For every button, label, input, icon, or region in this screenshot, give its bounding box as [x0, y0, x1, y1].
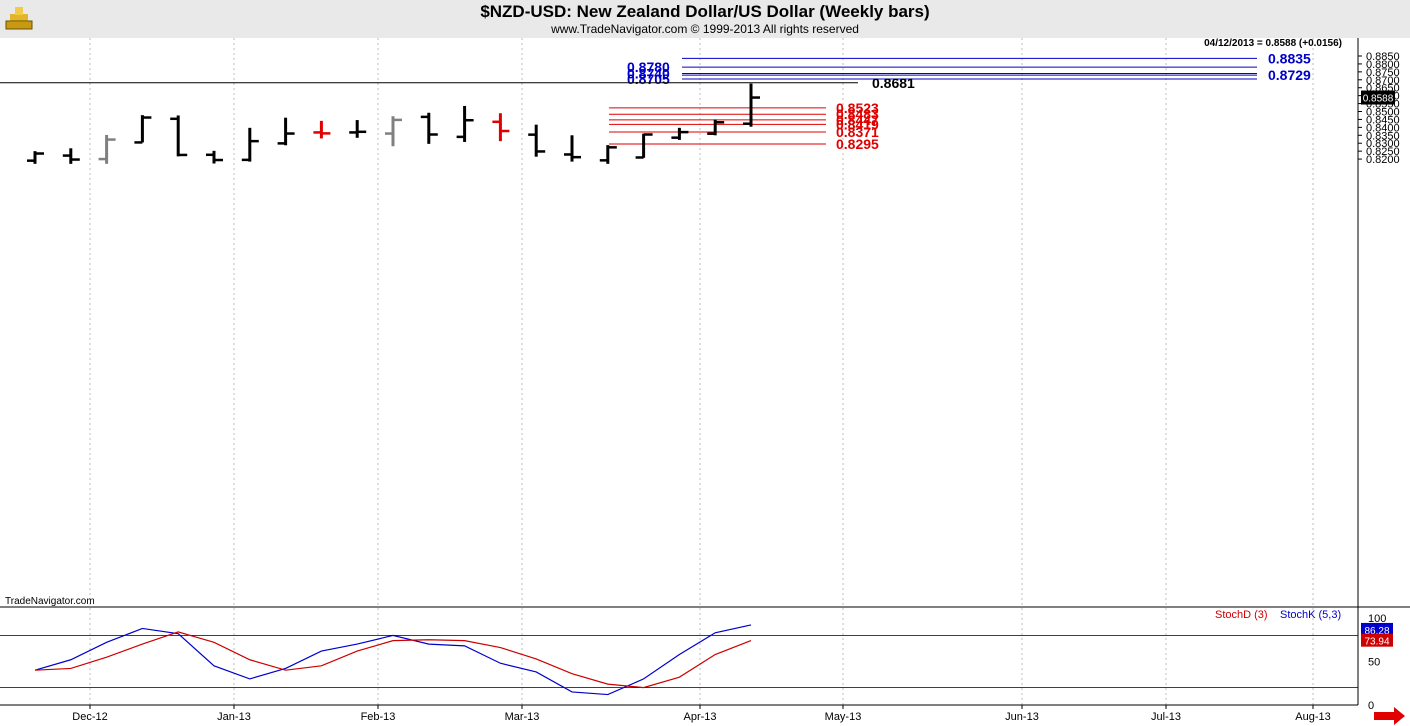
y-tick-label: 0.8200: [1366, 154, 1400, 166]
ohlc-bar: [707, 119, 725, 136]
ohlc-bar: [743, 83, 760, 127]
ohlc-bar: [564, 135, 581, 162]
ohlc-bar: [671, 127, 689, 140]
right-arrow-icon[interactable]: [1374, 707, 1405, 725]
x-tick-label: Dec-12: [72, 711, 107, 723]
level-label-blue: 0.8835: [1268, 50, 1311, 66]
y-tick-label: 0.8700: [1366, 75, 1400, 87]
ohlc-bar: [62, 148, 80, 164]
watermark: TradeNavigator.com: [5, 596, 95, 607]
x-tick-label: Jul-13: [1151, 711, 1181, 723]
stoch-y-tick-label: 50: [1368, 657, 1380, 669]
x-tick-label: Jan-13: [217, 711, 251, 723]
x-tick-label: Aug-13: [1295, 711, 1330, 723]
level-label-blue: 0.8740: [627, 65, 670, 81]
grid: [89, 38, 1314, 705]
ohlc-bar: [349, 120, 367, 138]
stoch-line-d: [34, 631, 752, 689]
y-tick-label: 0.8350: [1366, 130, 1400, 142]
x-tick-label: May-13: [825, 711, 862, 723]
y-tick-label: 0.8500: [1366, 106, 1400, 118]
stoch-value-label: 73.94: [1364, 637, 1389, 648]
ohlc-bar: [277, 117, 295, 146]
stoch-legend-d: StochD (3): [1215, 609, 1268, 621]
ohlc-bar: [98, 134, 116, 164]
level-label-red: 0.8419: [836, 116, 879, 132]
ohlc-bar: [206, 150, 223, 164]
stoch-legend-k: StochK (5,3): [1280, 609, 1341, 621]
level-label-red: 0.8295: [836, 136, 879, 152]
ohlc-bars: [27, 83, 760, 164]
info-line: 04/12/2013 = 0.8588 (+0.0156): [1204, 38, 1342, 49]
level-label-red: 0.8483: [836, 106, 879, 122]
ohlc-bar: [27, 151, 44, 164]
last-price-label: 0.8588: [1363, 94, 1394, 105]
tradenavigator-logo-icon: [5, 7, 33, 30]
stoch-value-box: [1361, 622, 1393, 636]
ohlc-bar: [313, 120, 331, 139]
stoch-value-box: [1361, 633, 1393, 647]
ohlc-bar: [420, 112, 438, 144]
ohlc-bar: [635, 133, 653, 159]
stoch-line-k: [34, 624, 752, 696]
level-label-red: 0.8371: [836, 124, 879, 140]
ohlc-bar: [492, 113, 510, 142]
y-tick-label: 0.8800: [1366, 59, 1400, 71]
chart-title: $NZD-USD: New Zealand Dollar/US Dollar (…: [480, 2, 930, 21]
stoch-y-tick-label: 100: [1368, 613, 1386, 625]
x-tick-label: Feb-13: [361, 711, 396, 723]
y-tick-label: 0.8300: [1366, 138, 1400, 150]
level-label-red: 0.8447: [836, 112, 879, 128]
chart-header: $NZD-USD: New Zealand Dollar/US Dollar (…: [0, 0, 1410, 38]
y-tick-label: 0.8450: [1366, 114, 1400, 126]
x-tick-label: Apr-13: [683, 711, 716, 723]
level-label-blue: 0.8729: [1268, 67, 1311, 83]
level-label-blue: 0.8705: [627, 71, 670, 87]
stoch-value-label: 86.28: [1364, 626, 1389, 637]
y-tick-label: 0.8250: [1366, 146, 1400, 158]
last-price-box: [1361, 90, 1395, 105]
level-label-black: 0.8681: [872, 75, 915, 91]
x-tick-label: Mar-13: [505, 711, 540, 723]
copyright-line: www.TradeNavigator.com © 1999-2013 All r…: [551, 22, 859, 36]
stoch-y-tick-label: 0: [1368, 700, 1374, 712]
ohlc-bar: [134, 115, 152, 144]
axes: 0.88500.88000.87500.87000.86500.86000.85…: [0, 38, 1410, 725]
ohlc-bar: [385, 116, 402, 147]
ohlc-bar: [456, 105, 474, 142]
ohlc-bar: [241, 127, 259, 162]
ohlc-bar: [599, 145, 617, 164]
level-label-blue: 0.8780: [627, 59, 670, 75]
ohlc-bar: [528, 124, 546, 157]
level-label-red: 0.8523: [836, 100, 879, 116]
y-tick-label: 0.8850: [1366, 51, 1400, 63]
ohlc-bar: [170, 115, 188, 157]
y-tick-label: 0.8400: [1366, 122, 1400, 134]
x-tick-label: Jun-13: [1005, 711, 1039, 723]
y-tick-label: 0.8750: [1366, 67, 1400, 79]
